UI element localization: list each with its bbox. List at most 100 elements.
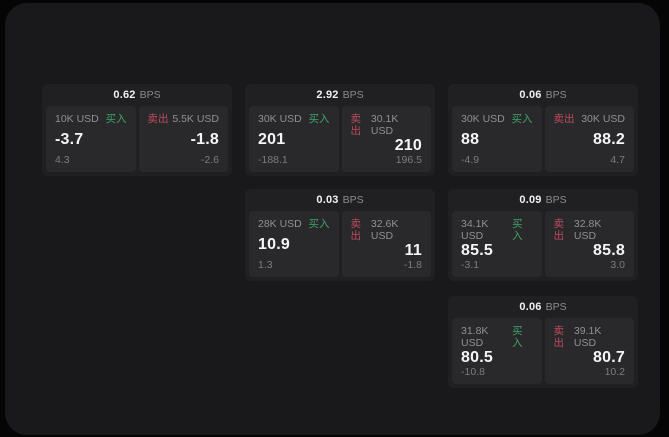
bps-header: 0.06 BPS <box>448 84 638 106</box>
sell-size: 5.5K USD <box>172 113 219 125</box>
bps-value: 2.92 <box>316 89 339 101</box>
sell-price: 210 <box>394 137 422 154</box>
sell-tile-header: 卖出 32.6K USD <box>351 218 423 242</box>
buy-size: 31.8K USD <box>461 325 489 349</box>
buy-price: 85.5 <box>461 242 493 259</box>
quotes-panel: 0.62 BPS 10K USD 买入 -3.7 4.3 卖出 5.5K USD… <box>5 3 660 435</box>
bps-header: 2.92 BPS <box>245 84 435 106</box>
sell-tile-header: 卖出 30.1K USD <box>351 113 423 137</box>
quote-card: 0.06 BPS 30K USD 买入 88 -4.9 卖出 30K USD 8… <box>448 84 638 176</box>
buy-tile-header: 30K USD 买入 <box>461 113 533 125</box>
sell-price: -1.8 <box>190 131 219 148</box>
bps-value: 0.06 <box>519 301 542 313</box>
buy-tile[interactable]: 28K USD 买入 10.9 1.3 <box>249 211 339 277</box>
sell-label: 卖出 <box>147 113 169 125</box>
buy-tile-header: 31.8K USD 买入 <box>461 325 533 349</box>
quote-card-body: 30K USD 买入 88 -4.9 卖出 30K USD 88.2 4.7 <box>448 106 638 172</box>
buy-label: 买入 <box>512 325 523 349</box>
buy-skew: 4.3 <box>55 154 70 166</box>
sell-price: 11 <box>404 242 422 259</box>
sell-label: 卖出 <box>553 113 575 125</box>
bps-value: 0.62 <box>113 89 136 101</box>
quote-card-body: 28K USD 买入 10.9 1.3 卖出 32.6K USD 11 -1.8 <box>245 211 435 277</box>
sell-label: 卖出 <box>553 325 565 349</box>
sell-tile-header: 卖出 5.5K USD <box>148 113 220 125</box>
quote-card-body: 34.1K USD 买入 85.5 -3.1 卖出 32.8K USD 85.8… <box>448 211 638 277</box>
sell-price: 80.7 <box>593 349 625 366</box>
bps-header: 0.09 BPS <box>448 189 638 211</box>
buy-tile-header: 10K USD 买入 <box>55 113 127 125</box>
sell-size: 32.8K USD <box>573 218 602 242</box>
buy-label: 买入 <box>308 113 330 125</box>
bps-value: 0.03 <box>316 194 339 206</box>
buy-size: 30K USD <box>461 113 505 125</box>
bps-unit-label: BPS <box>545 301 567 313</box>
sell-label: 卖出 <box>350 113 362 137</box>
sell-size: 30.1K USD <box>370 113 399 137</box>
bps-unit-label: BPS <box>545 194 567 206</box>
quote-card-body: 30K USD 买入 201 -188.1 卖出 30.1K USD 210 1… <box>245 106 435 172</box>
quote-card-body: 10K USD 买入 -3.7 4.3 卖出 5.5K USD -1.8 -2.… <box>42 106 232 172</box>
buy-price: 201 <box>258 131 286 148</box>
buy-tile[interactable]: 30K USD 买入 201 -188.1 <box>249 106 339 172</box>
sell-skew: 196.5 <box>395 154 422 166</box>
sell-label: 卖出 <box>350 218 362 242</box>
buy-skew: -188.1 <box>258 154 288 166</box>
sell-price: 85.8 <box>593 242 625 259</box>
buy-size: 30K USD <box>258 113 302 125</box>
buy-skew: -3.1 <box>461 259 480 271</box>
quote-card: 0.62 BPS 10K USD 买入 -3.7 4.3 卖出 5.5K USD… <box>42 84 232 176</box>
buy-label: 买入 <box>308 218 330 230</box>
bps-value: 0.09 <box>519 194 542 206</box>
sell-tile[interactable]: 卖出 32.8K USD 85.8 3.0 <box>544 211 634 277</box>
bps-unit-label: BPS <box>139 89 161 101</box>
sell-skew: 3.0 <box>610 259 625 271</box>
buy-tile[interactable]: 31.8K USD 买入 80.5 -10.8 <box>452 318 542 384</box>
sell-size: 39.1K USD <box>573 325 602 349</box>
sell-tile-header: 卖出 39.1K USD <box>554 325 626 349</box>
buy-price: -3.7 <box>55 131 84 148</box>
sell-skew: 10.2 <box>604 366 625 378</box>
buy-tile-header: 34.1K USD 买入 <box>461 218 533 242</box>
buy-price: 10.9 <box>258 236 290 253</box>
buy-skew: -10.8 <box>461 366 485 378</box>
buy-tile[interactable]: 34.1K USD 买入 85.5 -3.1 <box>452 211 542 277</box>
buy-label: 买入 <box>512 218 523 242</box>
buy-price: 88 <box>461 131 480 148</box>
buy-price: 80.5 <box>461 349 493 366</box>
buy-skew: -4.9 <box>461 154 480 166</box>
sell-tile[interactable]: 卖出 39.1K USD 80.7 10.2 <box>544 318 634 384</box>
sell-tile-header: 卖出 30K USD <box>554 113 626 125</box>
quote-card-body: 31.8K USD 买入 80.5 -10.8 卖出 39.1K USD 80.… <box>448 318 638 384</box>
bps-unit-label: BPS <box>545 89 567 101</box>
sell-skew: -2.6 <box>200 154 219 166</box>
quote-card: 0.09 BPS 34.1K USD 买入 85.5 -3.1 卖出 32.8K… <box>448 189 638 281</box>
bps-unit-label: BPS <box>342 194 364 206</box>
buy-tile-header: 30K USD 买入 <box>258 113 330 125</box>
bps-header: 0.03 BPS <box>245 189 435 211</box>
buy-label: 买入 <box>511 113 533 125</box>
bps-value: 0.06 <box>519 89 542 101</box>
buy-tile[interactable]: 30K USD 买入 88 -4.9 <box>452 106 542 172</box>
sell-tile[interactable]: 卖出 30K USD 88.2 4.7 <box>544 106 634 172</box>
sell-tile[interactable]: 卖出 5.5K USD -1.8 -2.6 <box>138 106 228 172</box>
quote-card: 0.03 BPS 28K USD 买入 10.9 1.3 卖出 32.6K US… <box>245 189 435 281</box>
sell-tile[interactable]: 卖出 32.6K USD 11 -1.8 <box>341 211 431 277</box>
bps-header: 0.62 BPS <box>42 84 232 106</box>
buy-label: 买入 <box>105 113 127 125</box>
bps-header: 0.06 BPS <box>448 296 638 318</box>
sell-size: 32.6K USD <box>370 218 399 242</box>
buy-tile-header: 28K USD 买入 <box>258 218 330 230</box>
buy-tile[interactable]: 10K USD 买入 -3.7 4.3 <box>46 106 136 172</box>
sell-tile-header: 卖出 32.8K USD <box>554 218 626 242</box>
buy-skew: 1.3 <box>258 259 273 271</box>
sell-price: 88.2 <box>593 131 625 148</box>
sell-tile[interactable]: 卖出 30.1K USD 210 196.5 <box>341 106 431 172</box>
buy-size: 28K USD <box>258 218 302 230</box>
quote-card: 0.06 BPS 31.8K USD 买入 80.5 -10.8 卖出 39.1… <box>448 296 638 388</box>
quote-card: 2.92 BPS 30K USD 买入 201 -188.1 卖出 30.1K … <box>245 84 435 176</box>
sell-label: 卖出 <box>553 218 565 242</box>
sell-skew: -1.8 <box>403 259 422 271</box>
bps-unit-label: BPS <box>342 89 364 101</box>
